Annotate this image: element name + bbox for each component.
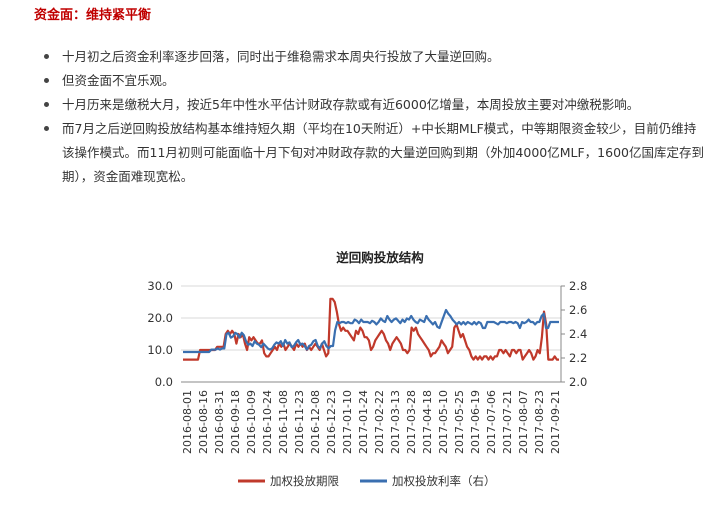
y-right-tick-label: 2.0 bbox=[569, 375, 587, 389]
x-tick-label: 2017-08-23 bbox=[533, 390, 546, 454]
y-left-tick-label: 20.0 bbox=[147, 311, 173, 325]
x-tick-label: 2017-08-07 bbox=[517, 390, 530, 454]
x-tick-label: 2017-03-13 bbox=[389, 390, 402, 454]
chart-title: 逆回购投放结构 bbox=[336, 250, 424, 265]
series-line-1 bbox=[183, 297, 559, 361]
x-tick-label: 2017-01-10 bbox=[341, 390, 354, 454]
legend-label-series-1: 加权投放期限 bbox=[270, 474, 339, 488]
plot-area bbox=[181, 285, 561, 383]
x-tick-label: 2016-10-24 bbox=[261, 390, 274, 454]
y-left-tick-label: 30.0 bbox=[147, 279, 173, 293]
x-tick-label: 2016-08-01 bbox=[181, 390, 194, 454]
x-tick-label: 2017-04-18 bbox=[421, 390, 434, 454]
x-tick-label: 2016-11-08 bbox=[277, 390, 290, 454]
x-tick-label: 2016-12-23 bbox=[325, 390, 338, 454]
x-tick-label: 2016-10-09 bbox=[245, 390, 258, 454]
y-left-tick-label: 10.0 bbox=[147, 343, 173, 357]
x-tick-label: 2017-03-28 bbox=[405, 390, 418, 454]
bullet-item: 但资金面不宜乐观。 bbox=[44, 69, 704, 93]
x-tick-label: 2016-11-23 bbox=[293, 390, 306, 454]
x-axis: 2016-08-01 2016-08-16 2016-08-31 2016-09-18… bbox=[181, 381, 562, 454]
section-heading: 资金面：维持紧平衡 bbox=[34, 8, 152, 23]
x-tick-label: 2017-02-22 bbox=[373, 390, 386, 454]
x-tick-label: 2017-09-21 bbox=[549, 390, 562, 454]
y-axis-left: 0.0 10.0 20.0 30.0 bbox=[147, 279, 173, 389]
x-tick-label: 2017-05-25 bbox=[453, 390, 466, 454]
bullet-item: 十月历来是缴税大月，按近5年中性水平估计财政存款或有近6000亿增量，本周投放主… bbox=[44, 93, 704, 117]
x-tick-label: 2017-05-10 bbox=[437, 390, 450, 454]
y-axis-right: 2.0 2.2 2.4 2.6 2.8 bbox=[560, 279, 587, 389]
y-right-tick-label: 2.2 bbox=[569, 351, 587, 365]
x-tick-label: 2016-08-31 bbox=[213, 390, 226, 454]
y-right-tick-label: 2.6 bbox=[569, 303, 587, 317]
bullet-item: 而7月之后逆回购投放结构基本维持短久期（平均在10天附近）+中长期MLF模式，中… bbox=[44, 117, 704, 189]
bullet-item: 十月初之后资金利率逐步回落，同时出于维稳需求本周央行投放了大量逆回购。 bbox=[44, 45, 704, 69]
x-tick-label: 2017-01-24 bbox=[357, 390, 370, 454]
y-left-tick-label: 0.0 bbox=[155, 375, 173, 389]
x-tick-label: 2017-07-21 bbox=[501, 390, 514, 454]
y-right-tick-label: 2.8 bbox=[569, 279, 587, 293]
x-tick-label: 2016-09-18 bbox=[229, 390, 242, 454]
legend-label-series-2: 加权投放利率（右） bbox=[392, 474, 496, 488]
legend: 加权投放期限 加权投放利率（右） bbox=[238, 474, 496, 488]
x-tick-label: 2016-12-08 bbox=[309, 390, 322, 454]
bullet-list: 十月初之后资金利率逐步回落，同时出于维稳需求本周央行投放了大量逆回购。 但资金面… bbox=[44, 45, 704, 189]
x-tick-label: 2017-07-06 bbox=[485, 390, 498, 454]
y-right-tick-label: 2.4 bbox=[569, 327, 587, 341]
x-tick-label: 2017-06-19 bbox=[469, 390, 482, 454]
series-line-2 bbox=[183, 308, 559, 354]
x-tick-label: 2016-08-16 bbox=[197, 390, 210, 454]
